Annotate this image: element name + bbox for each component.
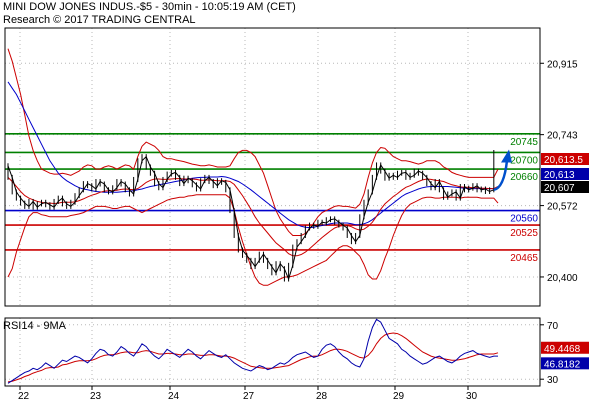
price-badge-close-box [541, 181, 589, 193]
frame-layer [4, 27, 541, 387]
price-badge-close-text: 20,607 [544, 183, 575, 194]
rsi-badge-ma-box [541, 341, 589, 354]
forecast-arrow [493, 149, 512, 192]
price-badge-last-high-text: 20,613.5 [544, 155, 583, 166]
rsi-ma-line [7, 332, 499, 383]
time-axis-label: 30 [466, 391, 478, 400]
price-badge-last-high-box [541, 153, 589, 165]
time-axis-label: 23 [90, 391, 102, 400]
price-axis-label: 20,400 [547, 273, 578, 284]
support-resistance-levels: 20745 20700 20660 20560 20525 20465 [5, 133, 540, 264]
price-line [7, 155, 494, 281]
grid-layer [5, 28, 540, 386]
price-axis-label: 20,743 [547, 131, 578, 142]
level-label: 20660 [510, 172, 538, 183]
level-label: 20745 [510, 137, 538, 148]
level-label: 20560 [510, 214, 538, 225]
arrow-shaft [493, 160, 509, 192]
rsi-badge-value-box [541, 357, 589, 370]
arrow-head [501, 149, 512, 163]
time-axis-label: 22 [18, 391, 30, 400]
time-axis-label: 24 [168, 391, 180, 400]
price-badge-ma-box [541, 168, 589, 180]
main-pane-frame [4, 27, 541, 307]
rsi-badge-ma-text: 49.4468 [544, 344, 581, 355]
rsi-title: RSI14 - 9MA [3, 320, 66, 332]
level-label: 20465 [510, 253, 538, 264]
rsi-axis-label: 70 [547, 321, 559, 332]
axis-layer: 20,400 20,572 20,743 20,915 30 70 22 23 24 27 28 29… [18, 59, 578, 400]
chart-subtitle: Research © 2017 TRADING CENTRAL [3, 14, 196, 26]
price-axis-label: 20,572 [547, 202, 578, 213]
rsi-pane-frame [4, 317, 541, 387]
price-badges: 20,613.5 20,613 20,607 49.4468 46.8182 [541, 153, 589, 370]
time-axis-label: 27 [243, 391, 255, 400]
rsi-axis-label: 30 [547, 375, 559, 386]
price-series-layer [7, 48, 499, 384]
middle-band-line [7, 177, 499, 257]
lower-band-line [7, 194, 499, 286]
upper-band-line [7, 48, 499, 236]
rsi-line [7, 318, 498, 384]
level-label: 20525 [510, 228, 538, 239]
level-label: 20700 [510, 155, 538, 166]
chart-title: MINI DOW JONES INDUS.-$5 - 30min - 10:05… [3, 1, 296, 13]
time-axis-label: 28 [316, 391, 328, 400]
price-axis-label: 20,915 [547, 59, 578, 70]
price-badge-ma-text: 20,613 [544, 170, 575, 181]
time-axis-label: 29 [393, 391, 405, 400]
moving-average-line [7, 81, 498, 229]
rsi-badge-value-text: 46.8182 [544, 359, 581, 370]
